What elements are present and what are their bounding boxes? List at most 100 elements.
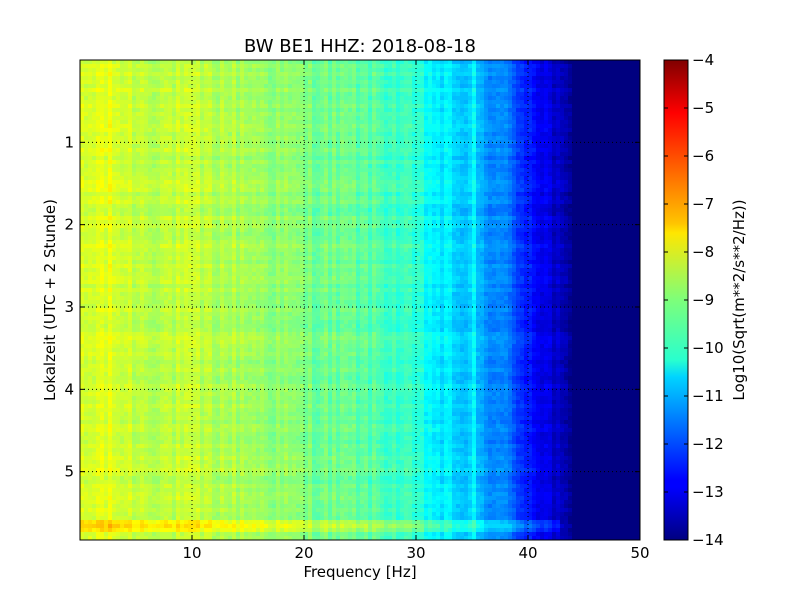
heatmap-cell — [440, 132, 445, 137]
heatmap-cell — [504, 168, 509, 173]
heatmap-cell — [384, 100, 389, 105]
heatmap-cell — [576, 72, 581, 77]
heatmap-cell — [568, 176, 573, 181]
heatmap-cell — [400, 68, 405, 73]
heatmap-cell — [260, 140, 265, 145]
heatmap-cell — [260, 128, 265, 133]
heatmap-cell — [536, 180, 541, 185]
heatmap-cell — [304, 192, 309, 197]
heatmap-cell — [80, 160, 85, 165]
heatmap-cell — [144, 176, 149, 181]
heatmap-cell — [296, 168, 301, 173]
heatmap-cell — [452, 96, 457, 101]
heatmap-cell — [228, 184, 233, 189]
heatmap-cell — [548, 112, 553, 117]
heatmap-cell — [492, 96, 497, 101]
heatmap-cell — [628, 100, 633, 105]
heatmap-cell — [280, 160, 285, 165]
heatmap-cell — [448, 116, 453, 121]
heatmap-cell — [368, 72, 373, 77]
heatmap-cell — [504, 88, 509, 93]
heatmap-cell — [476, 108, 481, 113]
heatmap-cell — [524, 144, 529, 149]
heatmap-cell — [236, 184, 241, 189]
heatmap-cell — [100, 120, 105, 125]
heatmap-cell — [188, 76, 193, 81]
heatmap-cell — [564, 140, 569, 145]
heatmap-cell — [176, 116, 181, 121]
heatmap-cell — [248, 188, 253, 193]
heatmap-cell — [128, 132, 133, 137]
heatmap-cell — [504, 156, 509, 161]
heatmap-cell — [428, 100, 433, 105]
heatmap-cell — [100, 156, 105, 161]
heatmap-cell — [556, 116, 561, 121]
heatmap-cell — [284, 112, 289, 117]
heatmap-cell — [512, 108, 517, 113]
heatmap-cell — [112, 64, 117, 69]
heatmap-cell — [388, 124, 393, 129]
heatmap-cell — [496, 68, 501, 73]
heatmap-cell — [496, 176, 501, 181]
heatmap-cell — [216, 64, 221, 69]
heatmap-cell — [568, 76, 573, 81]
heatmap-cell — [196, 160, 201, 165]
heatmap-cell — [440, 124, 445, 129]
heatmap-cell — [84, 128, 89, 133]
heatmap-cell — [520, 84, 525, 89]
heatmap-cell — [344, 168, 349, 173]
heatmap-cell — [420, 196, 425, 201]
heatmap-cell — [284, 180, 289, 185]
heatmap-cell — [296, 88, 301, 93]
heatmap-cell — [400, 120, 405, 125]
heatmap-cell — [152, 148, 157, 153]
heatmap-cell — [80, 112, 85, 117]
heatmap-cell — [252, 120, 257, 125]
heatmap-cell — [436, 88, 441, 93]
heatmap-cell — [328, 176, 333, 181]
heatmap-cell — [104, 84, 109, 89]
heatmap-cell — [256, 164, 261, 169]
heatmap-cell — [380, 200, 385, 205]
heatmap-cell — [292, 84, 297, 89]
heatmap-cell — [304, 156, 309, 161]
heatmap-cell — [456, 164, 461, 169]
heatmap-cell — [568, 88, 573, 93]
heatmap-cell — [248, 140, 253, 145]
heatmap-cell — [480, 188, 485, 193]
heatmap-cell — [112, 88, 117, 93]
heatmap-cell — [120, 76, 125, 81]
heatmap-cell — [400, 188, 405, 193]
heatmap-cell — [624, 148, 629, 153]
heatmap-cell — [484, 72, 489, 77]
heatmap-cell — [448, 120, 453, 125]
heatmap-cell — [104, 200, 109, 205]
heatmap-cell — [144, 136, 149, 141]
heatmap-cell — [364, 72, 369, 77]
heatmap-cell — [408, 120, 413, 125]
heatmap-cell — [520, 96, 525, 101]
heatmap-cell — [580, 152, 585, 157]
heatmap-cell — [248, 72, 253, 77]
heatmap-cell — [268, 144, 273, 149]
heatmap-cell — [524, 188, 529, 193]
heatmap-cell — [168, 132, 173, 137]
heatmap-cell — [244, 172, 249, 177]
heatmap-cell — [352, 128, 357, 133]
heatmap-cell — [328, 184, 333, 189]
heatmap-cell — [236, 92, 241, 97]
heatmap-cell — [424, 148, 429, 153]
heatmap-cell — [584, 80, 589, 85]
heatmap-cell — [236, 124, 241, 129]
heatmap-cell — [360, 68, 365, 73]
heatmap-cell — [396, 84, 401, 89]
heatmap-cell — [172, 188, 177, 193]
heatmap-cell — [248, 132, 253, 137]
heatmap-cell — [504, 68, 509, 73]
heatmap-cell — [312, 176, 317, 181]
heatmap-cell — [116, 144, 121, 149]
heatmap-cell — [352, 112, 357, 117]
heatmap-cell — [200, 60, 205, 65]
heatmap-cell — [108, 188, 113, 193]
heatmap-cell — [184, 196, 189, 201]
